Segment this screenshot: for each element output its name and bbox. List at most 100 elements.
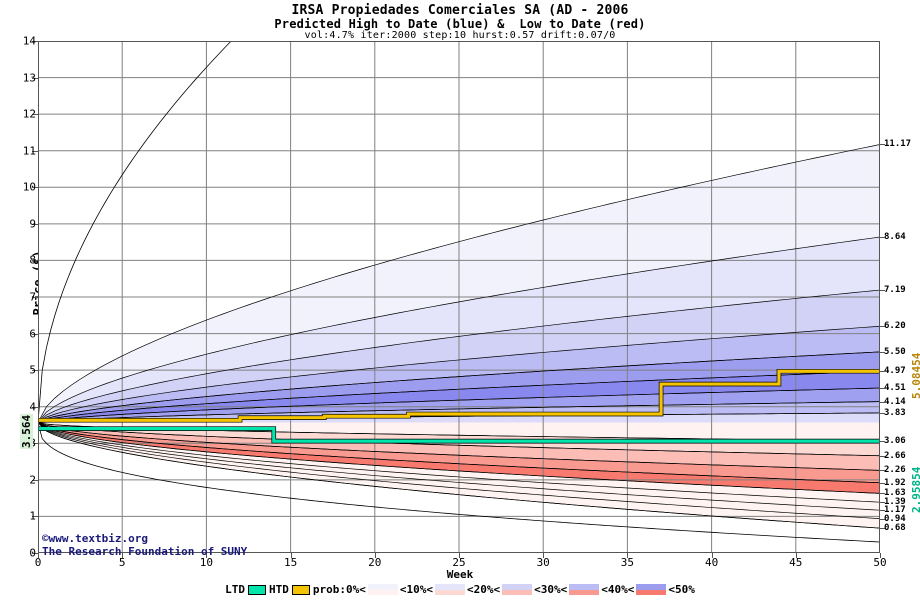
y-tick-label: 2 (29, 473, 36, 487)
x-tick-label: 20 (368, 556, 382, 569)
legend-band-label: <50% (668, 583, 695, 596)
low-contour (38, 422, 880, 457)
right-value-label: 11.17 (884, 139, 912, 150)
right-tick (880, 144, 885, 146)
right-value-label: 7.19 (884, 285, 906, 296)
htd-line (38, 369, 880, 422)
x-tick (627, 553, 629, 558)
x-tick (795, 553, 797, 558)
y-tick (32, 114, 38, 116)
legend-band-swatch (502, 584, 533, 595)
y-tick-label: 6 (29, 327, 36, 341)
y-tick (32, 370, 38, 372)
x-tick-label: 45 (789, 556, 803, 569)
right-value-label: 2.66 (884, 450, 906, 461)
low-contour (38, 422, 880, 494)
right-tick (880, 470, 885, 472)
x-tick (122, 553, 124, 558)
chart-canvas (38, 41, 880, 553)
right-tick (880, 326, 885, 328)
low-band (38, 422, 880, 483)
right-tick (880, 371, 885, 373)
x-tick-label: 40 (704, 556, 719, 569)
legend-band-swatch (636, 584, 667, 595)
legend-band-label: <20%< (466, 583, 501, 596)
legend-band-entries: <10%< <20%< <30%< <40%< <50% (366, 583, 695, 596)
right-value-label: 2.26 (884, 465, 906, 476)
legend-ltd-swatch (248, 584, 266, 595)
x-tick-label: 10 (199, 556, 214, 569)
y-tick-label: 12 (22, 107, 36, 121)
attribution-line1: ©www.textbiz.org (42, 532, 148, 545)
low-contour (38, 422, 880, 484)
ltd-line (38, 427, 880, 443)
x-tick-label: 35 (620, 556, 635, 569)
right-tick (880, 388, 885, 390)
right-tick (880, 482, 885, 484)
x-tick-label: 25 (452, 556, 466, 569)
low-band (38, 422, 880, 494)
right-tick (880, 493, 885, 495)
right-tick (880, 518, 885, 520)
x-tick-label: 5 (118, 556, 126, 569)
attribution-line2: The Research Foundation of SUNY (42, 545, 248, 558)
y-tick-label: 8 (29, 253, 36, 267)
right-value-label: 4.97 (884, 366, 906, 377)
legend-htd-swatch (291, 584, 310, 595)
x-tick (38, 553, 39, 558)
right-value-label: 4.14 (884, 396, 906, 407)
x-tick-label: 30 (536, 556, 550, 569)
right-tick (880, 401, 885, 403)
legend-band-label: <40%< (601, 583, 635, 596)
right-value-label: 0.94 (884, 513, 906, 524)
high-outer-boundary (38, 41, 232, 423)
x-tick-label: 50 (873, 556, 887, 569)
y-tick-label: 5 (29, 363, 36, 377)
chart-title: IRSA Propiedades Comerciales SA (AD - 20… (291, 3, 629, 18)
y-tick (32, 41, 38, 42)
right-tick (880, 528, 885, 530)
chart-plot-area (38, 41, 880, 553)
y-tick-label: 13 (22, 71, 36, 85)
attribution: ©www.textbiz.org The Research Foundation… (42, 532, 247, 558)
start-price-label: 3.564 (20, 413, 33, 449)
y-tick-label: 1 (29, 509, 36, 523)
high-contour (38, 236, 880, 423)
right-value-label: 6.20 (884, 321, 906, 332)
right-tick (880, 237, 885, 239)
right-value-label: 3.06 (884, 436, 906, 447)
chart-subtitle: Predicted High to Date (blue) & Low to D… (274, 17, 646, 31)
x-tick (880, 553, 881, 558)
right-tick (880, 510, 885, 512)
y-tick (32, 516, 38, 518)
y-tick (32, 479, 38, 481)
y-tick (32, 77, 38, 79)
high-contour (38, 144, 880, 423)
right-tick (880, 502, 885, 504)
right-tick (880, 290, 885, 292)
low-contour (38, 422, 880, 471)
x-axis-title: Week (446, 568, 474, 581)
x-tick (459, 553, 460, 558)
low-contour (38, 422, 880, 503)
y-tick (32, 443, 38, 445)
y-tick (32, 406, 38, 408)
low-contour (38, 422, 880, 529)
y-tick (32, 260, 38, 262)
right-value-label: 5.50 (884, 346, 906, 357)
y-tick-label: 7 (29, 290, 36, 304)
y-tick-label: 4 (29, 400, 36, 414)
x-tick (711, 553, 713, 558)
y-tick-label: 0 (29, 546, 36, 560)
high-contour (38, 289, 880, 423)
right-tick (880, 351, 885, 353)
x-tick-label: 15 (283, 556, 298, 569)
high-contour (38, 370, 880, 423)
y-tick-label: 11 (22, 144, 36, 158)
right-value-label: 0.68 (884, 523, 906, 534)
x-tick (374, 553, 376, 558)
y-tick-label: 10 (22, 180, 36, 194)
legend-band-label: <10%< (399, 583, 433, 596)
high-contour (38, 351, 880, 423)
right-value-label: 8.64 (884, 232, 906, 243)
